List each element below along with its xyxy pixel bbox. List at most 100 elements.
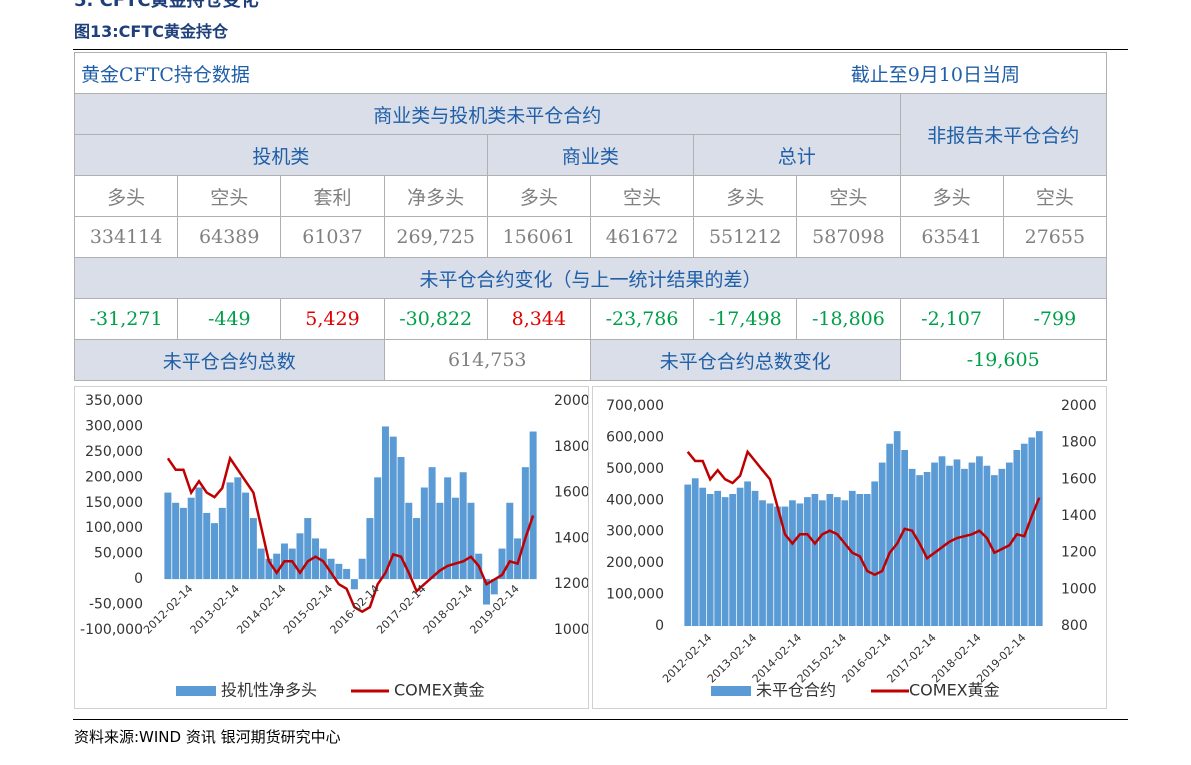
y-tick-label: 50,000 [94,546,143,562]
x-tick-label: 2014-02-14 [234,582,288,636]
bar [931,462,938,626]
bar [878,462,886,626]
legend-swatch [711,686,751,696]
bar [358,558,366,580]
change-cell: -31,271 [73,298,179,340]
bar [826,494,834,626]
bar [451,497,459,580]
y-tick-label: 0 [655,618,664,634]
value-cell: 156061 [486,216,591,258]
column-header: 空头 [589,175,695,217]
y2-tick-label: 1600 [554,485,589,501]
bar [211,523,219,580]
total-change-label: 未平仓合约总数变化 [589,339,901,381]
bar [389,436,397,580]
bar [444,477,452,580]
bar [164,492,172,580]
y2-tick-label: 1400 [1061,508,1097,524]
subgroup: 总计 [693,134,901,176]
bar [482,579,490,605]
column-header: 套利 [280,175,385,217]
column-header: 多头 [899,175,1004,217]
legend-label: COMEX黄金 [394,681,485,700]
bar [1013,450,1021,626]
bar [901,450,909,626]
y2-tick-label: 800 [1061,618,1088,634]
y-tick-label: 300,000 [85,418,143,434]
bar [195,487,203,580]
bar [420,487,428,580]
bar [961,468,968,626]
change-cell: -17,498 [693,298,798,340]
bar [976,456,983,626]
change-cell: 5,429 [280,298,385,340]
bar [343,568,351,580]
bar [242,492,250,580]
subgroup: 商业类 [486,134,695,176]
bar [781,506,789,626]
bar [729,494,736,626]
y2-tick-label: 1000 [554,622,589,638]
value-cell: 334114 [73,216,179,258]
x-tick-label: 2013-02-14 [188,582,242,636]
y2-tick-label: 2000 [554,393,589,409]
bar [721,497,729,626]
caption: 图13:CFTC黄金持仓 [74,22,228,41]
bar [350,579,358,590]
bar [1028,437,1036,626]
subgroup: 投机类 [74,134,488,176]
bar [893,431,901,626]
bar [514,538,522,580]
column-header: 净多头 [383,175,488,217]
y2-tick-label: 1000 [1061,581,1097,597]
change-cell: -2,107 [899,298,1004,340]
bar [946,465,953,626]
y-tick-label: -100,000 [80,622,143,638]
bar [218,507,226,580]
y-tick-label: 700,000 [606,398,664,414]
gold-line [686,449,1041,577]
bar [908,468,916,626]
bar [413,518,421,580]
y-tick-label: -50,000 [89,597,143,613]
bar [751,490,759,626]
bar [684,484,692,626]
y-tick-label: 200,000 [85,469,143,485]
legend-label: 投机性净多头 [221,681,317,700]
bar [381,426,389,580]
table-date: 截止至9月10日当周 [850,63,1020,86]
y-tick-label: 200,000 [606,555,664,571]
y2-tick-label: 1600 [1061,471,1097,487]
bar [187,497,195,580]
source: 资料来源:WIND 资讯 银河期货研究中心 [74,728,341,746]
bar [249,518,257,580]
bar [699,487,707,626]
gold-line [166,455,535,614]
change-header: 未平仓合约变化（与上一统计结果的差） [74,257,1107,299]
bar [938,456,946,626]
x-tick-label: 2016-02-14 [328,582,382,636]
bar [796,503,804,626]
position-table: 黄金CFTC持仓数据 截止至9月10日当周 商业类与投机类未平仓合约 非报告未平仓合… [73,52,1107,381]
bar [691,478,699,626]
legend-swatch [176,686,216,696]
bar [818,500,826,626]
chart: -100,000 -50,000 0 50,000 100,000 150,000 200,… [74,386,589,709]
bar [226,482,234,580]
column-header: 空头 [796,175,901,217]
bar [923,472,931,626]
value-cell: 551212 [693,216,798,258]
bar [327,558,335,580]
section-title: 5. CFTC黄金持仓变化 [74,0,259,11]
bar [916,475,923,626]
value-cell: 461672 [589,216,695,258]
rule [73,49,1128,50]
bar [998,468,1006,626]
total-change: -19,605 [899,339,1107,381]
value-cell: 587098 [796,216,901,258]
y2-tick-label: 1200 [1061,545,1097,561]
x-tick-label: 2017-02-14 [374,582,428,636]
value-cell: 27655 [1002,216,1107,258]
bar [319,548,327,580]
bar [172,502,180,580]
